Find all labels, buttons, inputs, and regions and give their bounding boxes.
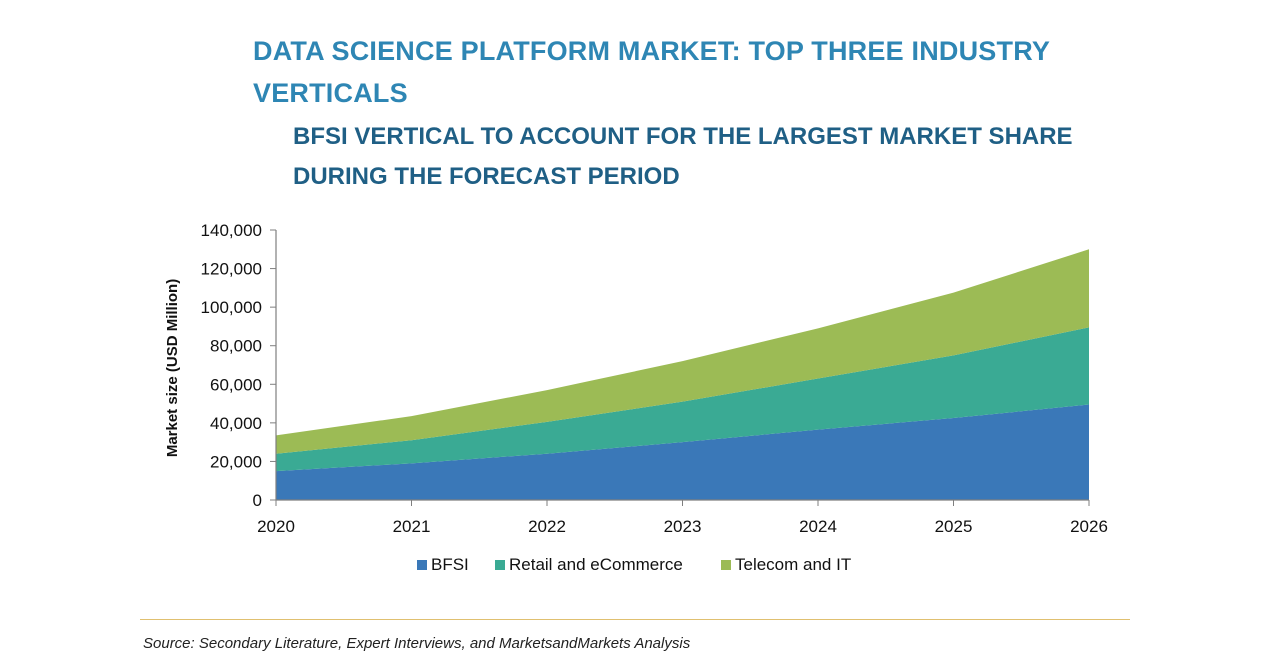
y-tick-label: 140,000 bbox=[201, 221, 262, 240]
area-bfsi bbox=[276, 404, 1089, 500]
x-tick-label: 2020 bbox=[257, 517, 295, 536]
y-tick-label: 100,000 bbox=[201, 298, 262, 317]
legend-swatch bbox=[417, 560, 427, 570]
y-tick-label: 60,000 bbox=[210, 375, 262, 394]
y-tick-label: 40,000 bbox=[210, 414, 262, 433]
legend-label: Retail and eCommerce bbox=[509, 555, 683, 574]
y-axis-label: Market size (USD Million) bbox=[164, 279, 181, 457]
legend-label: Telecom and IT bbox=[735, 555, 851, 574]
x-tick-label: 2021 bbox=[393, 517, 431, 536]
x-tick-label: 2022 bbox=[528, 517, 566, 536]
y-tick-label: 0 bbox=[253, 491, 262, 510]
x-tick-label: 2025 bbox=[935, 517, 973, 536]
legend-swatch bbox=[495, 560, 505, 570]
x-tick-label: 2026 bbox=[1070, 517, 1108, 536]
chart-subtitle: BFSI VERTICAL TO ACCOUNT FOR THE LARGEST… bbox=[293, 123, 1073, 190]
area-layers bbox=[276, 249, 1089, 500]
source-note: Source: Secondary Literature, Expert Int… bbox=[143, 635, 691, 652]
x-tick-label: 2024 bbox=[799, 517, 837, 536]
footer-divider bbox=[140, 619, 1130, 620]
axes: 0 20,000 40,000 60,000 80,000 100,000 120,000 1… bbox=[164, 221, 1108, 536]
y-tick-label: 120,000 bbox=[201, 260, 262, 279]
area-retail-and-ecommerce bbox=[276, 327, 1089, 472]
legend-label: BFSI bbox=[431, 555, 469, 574]
x-tick-label: 2023 bbox=[664, 517, 702, 536]
y-tick-label: 80,000 bbox=[210, 337, 262, 356]
legend-swatch bbox=[721, 560, 731, 570]
area-telecom-and-it bbox=[276, 249, 1089, 454]
y-tick-label: 20,000 bbox=[210, 452, 262, 471]
legend: BFSI Retail and eCommerce Telecom and IT bbox=[417, 555, 851, 574]
chart-title: DATA SCIENCE PLATFORM MARKET: TOP THREE … bbox=[253, 36, 1050, 108]
